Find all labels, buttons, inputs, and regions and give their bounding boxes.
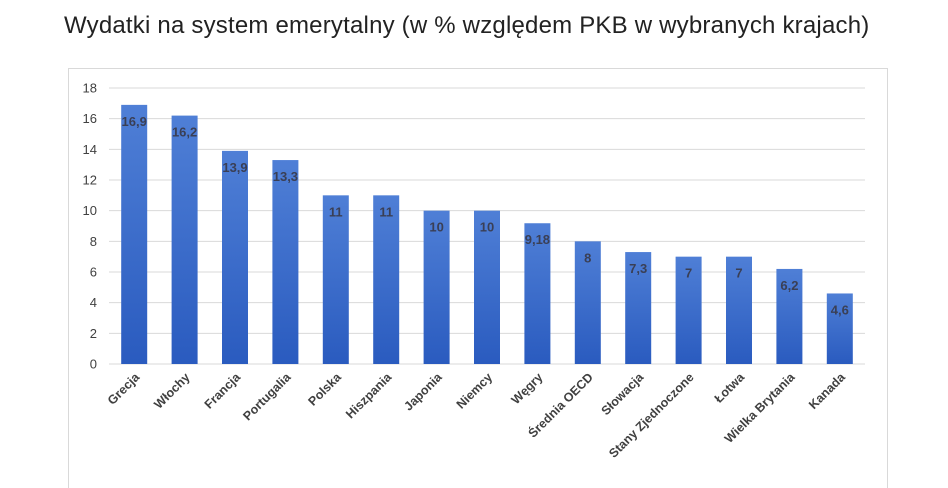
data-label: 11 <box>329 204 343 219</box>
y-tick-label: 4 <box>90 295 97 310</box>
y-tick-label: 12 <box>83 173 97 188</box>
y-axis-ticks: 0 2 4 6 8 10 12 14 16 18 <box>83 81 97 372</box>
chart-panel: 0 2 4 6 8 10 12 14 16 18 16,9 16,2 13,9 13,3 11 11 10 10… <box>68 68 888 488</box>
bar <box>524 223 551 364</box>
bar <box>675 256 702 364</box>
y-tick-label: 10 <box>83 203 97 218</box>
category-label: Włochy <box>151 370 192 411</box>
bar <box>423 210 450 364</box>
category-label: Hiszpania <box>343 369 395 421</box>
data-label: 10 <box>429 220 443 235</box>
bar <box>474 210 500 364</box>
y-tick-label: 8 <box>90 234 97 249</box>
category-label: Grecja <box>105 369 143 407</box>
bar <box>222 150 248 364</box>
bar <box>121 104 148 364</box>
data-labels: 16,9 16,2 13,9 13,3 11 11 10 10 9,18 8 7,3 7 7 6,2 4,6 <box>122 114 849 318</box>
y-tick-label: 16 <box>83 111 97 126</box>
y-tick-label: 0 <box>90 357 97 372</box>
category-label: Węgry <box>509 370 546 407</box>
bar <box>272 160 299 364</box>
category-label: Portugalia <box>240 369 294 423</box>
bar <box>726 256 752 364</box>
bars <box>121 104 853 364</box>
data-label: 7 <box>685 266 692 281</box>
bar <box>574 241 601 364</box>
data-label: 8 <box>584 250 591 265</box>
y-tick-label: 2 <box>90 326 97 341</box>
data-label: 10 <box>480 220 494 235</box>
y-tick-label: 18 <box>83 81 97 96</box>
data-label: 16,2 <box>172 125 197 140</box>
category-label: Stany Zjednoczone <box>606 370 696 460</box>
category-label: Łotwa <box>712 369 748 405</box>
category-label: Niemcy <box>454 370 495 411</box>
bar-chart: 0 2 4 6 8 10 12 14 16 18 16,9 16,2 13,9 13,3 11 11 10 10… <box>83 81 865 461</box>
bar <box>171 115 198 364</box>
data-label: 6,2 <box>780 278 798 293</box>
bar <box>322 195 349 364</box>
data-label: 16,9 <box>122 114 147 129</box>
y-tick-label: 6 <box>90 265 97 280</box>
data-label: 13,9 <box>222 160 247 175</box>
category-label: Polska <box>306 369 345 408</box>
data-label: 11 <box>379 204 393 219</box>
data-label: 13,3 <box>273 169 298 184</box>
bar <box>373 195 400 364</box>
bar <box>776 268 803 364</box>
category-label: Kanada <box>806 369 849 412</box>
category-label: Japonia <box>401 369 445 413</box>
data-label: 7 <box>735 266 742 281</box>
data-label: 9,18 <box>525 232 550 247</box>
chart-title: Wydatki na system emerytalny (w % względ… <box>64 12 870 39</box>
category-label: Słowacja <box>599 369 647 417</box>
data-label: 4,6 <box>831 302 849 317</box>
data-label: 7,3 <box>629 261 647 276</box>
bar <box>826 293 853 364</box>
category-label: Francja <box>202 369 244 411</box>
y-tick-label: 14 <box>83 142 97 157</box>
bar <box>625 252 652 364</box>
